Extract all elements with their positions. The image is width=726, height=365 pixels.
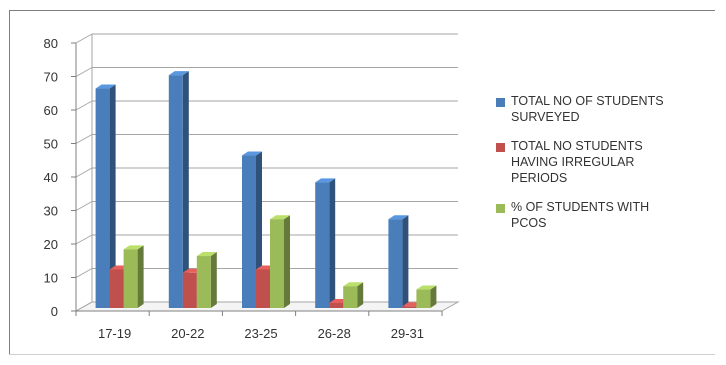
y-tick-label: 30 [44, 204, 58, 219]
gridline-side [75, 167, 93, 178]
y-tick-label: 0 [51, 304, 58, 319]
bar-front [343, 286, 358, 308]
bar-front [95, 88, 110, 308]
bar-front [182, 272, 197, 308]
bar [388, 215, 409, 308]
y-tick-labels: 0 10 20 30 40 50 60 70 80 [44, 36, 58, 319]
legend: TOTAL NO OF STUDENTS SURVEYED TOTAL NO ST… [496, 93, 721, 244]
axis-layer [71, 42, 443, 316]
bar-top [343, 282, 364, 287]
legend-label: TOTAL NO STUDENTS HAVING IRREGULAR PERIO… [511, 139, 643, 185]
bar [196, 252, 217, 308]
bar-top [315, 178, 336, 183]
bar-front [388, 219, 403, 308]
x-tick-label: 20-22 [171, 326, 204, 341]
bar-top [270, 215, 290, 220]
gridline-side [75, 67, 93, 77]
x-tick-label: 26-28 [318, 326, 351, 341]
bar-top [388, 215, 409, 220]
bar-side [402, 215, 409, 308]
y-tick-label: 60 [44, 103, 58, 118]
y-tick-label: 80 [44, 36, 58, 51]
bar-front [109, 269, 124, 308]
legend-entry: TOTAL NO STUDENTS HAVING IRREGULAR PERIO… [496, 138, 721, 186]
gridline-side [75, 268, 93, 278]
legend-swatch [496, 98, 505, 107]
legend-entry: % OF STUDENTS WITH PCOS [496, 199, 721, 231]
gridline-side [75, 100, 93, 111]
y-tick-label: 70 [44, 70, 58, 85]
bar-front [242, 155, 256, 308]
gridline-side [75, 201, 93, 211]
gridline-side [75, 301, 93, 312]
bar [95, 84, 116, 308]
bar-side [284, 215, 290, 308]
bar-top [416, 285, 437, 290]
bar [343, 282, 364, 308]
bar-side [210, 252, 217, 308]
legend-entry: TOTAL NO OF STUDENTS SURVEYED [496, 93, 721, 125]
gridline-side [75, 33, 93, 44]
bar-front [196, 256, 211, 308]
bar-top [168, 71, 189, 76]
y-tick-label: 40 [44, 170, 58, 185]
bar-front [315, 182, 330, 308]
y-tick-label: 20 [44, 237, 58, 252]
bar-side [357, 282, 364, 308]
x-tick-labels: 17-19 20-22 23-25 26-28 29-31 [98, 326, 424, 341]
bar [270, 215, 290, 308]
legend-swatch [496, 204, 505, 213]
bar-side [329, 178, 336, 308]
bar-side [430, 285, 437, 308]
bar-front [416, 289, 431, 308]
legend-swatch [496, 143, 505, 152]
bar-front [168, 75, 183, 309]
bar-top [242, 151, 262, 156]
legend-label: % OF STUDENTS WITH PCOS [511, 200, 650, 230]
x-tick-label: 23-25 [244, 326, 277, 341]
bar-front [329, 302, 344, 308]
bar-top [196, 252, 217, 257]
chart-frame [9, 10, 715, 355]
gridline-side [75, 234, 93, 245]
chart-frame-bottom [9, 354, 715, 355]
bar-front [123, 249, 138, 308]
y-tick-label: 10 [44, 271, 58, 286]
x-tick-label: 17-19 [98, 326, 131, 341]
bar [123, 245, 144, 308]
bar [416, 285, 437, 308]
x-tick-label: 29-31 [391, 326, 424, 341]
bars-layer [95, 71, 437, 309]
legend-label: TOTAL NO OF STUDENTS SURVEYED [511, 94, 664, 124]
bar [315, 178, 336, 308]
gridline-side [75, 134, 93, 144]
bar-top [123, 245, 144, 250]
bar-front [270, 219, 284, 308]
bar-side [182, 71, 189, 309]
bar-front [256, 269, 270, 308]
bar-side [109, 84, 116, 308]
y-tick-label: 50 [44, 137, 58, 152]
bar-top [95, 84, 116, 89]
bar-side [137, 245, 144, 308]
bar-front [402, 306, 417, 308]
bar [168, 71, 189, 309]
